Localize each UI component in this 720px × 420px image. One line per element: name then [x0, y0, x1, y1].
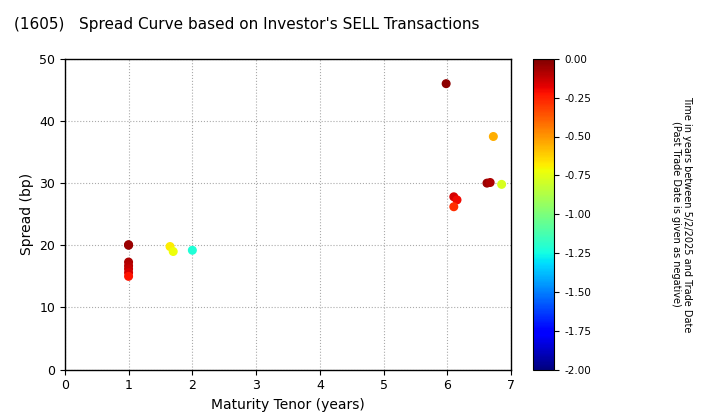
Y-axis label: Spread (bp): Spread (bp) — [19, 173, 34, 255]
Point — [485, 179, 496, 186]
Point — [123, 259, 135, 265]
Point — [448, 203, 459, 210]
Y-axis label: Time in years between 5/2/2025 and Trade Date
(Past Trade Date is given as negat: Time in years between 5/2/2025 and Trade… — [670, 96, 692, 332]
Point — [186, 247, 198, 254]
Point — [123, 241, 135, 248]
Point — [123, 269, 135, 276]
Point — [123, 242, 135, 249]
Point — [164, 243, 176, 250]
Point — [496, 181, 508, 188]
Point — [448, 194, 459, 200]
Text: (1605)   Spread Curve based on Investor's SELL Transactions: (1605) Spread Curve based on Investor's … — [14, 17, 480, 32]
Point — [487, 133, 499, 140]
X-axis label: Maturity Tenor (years): Maturity Tenor (years) — [211, 398, 365, 412]
Point — [123, 273, 135, 280]
Point — [441, 80, 452, 87]
Point — [481, 180, 492, 186]
Point — [123, 262, 135, 269]
Point — [451, 197, 463, 203]
Point — [123, 265, 135, 272]
Point — [168, 248, 179, 255]
